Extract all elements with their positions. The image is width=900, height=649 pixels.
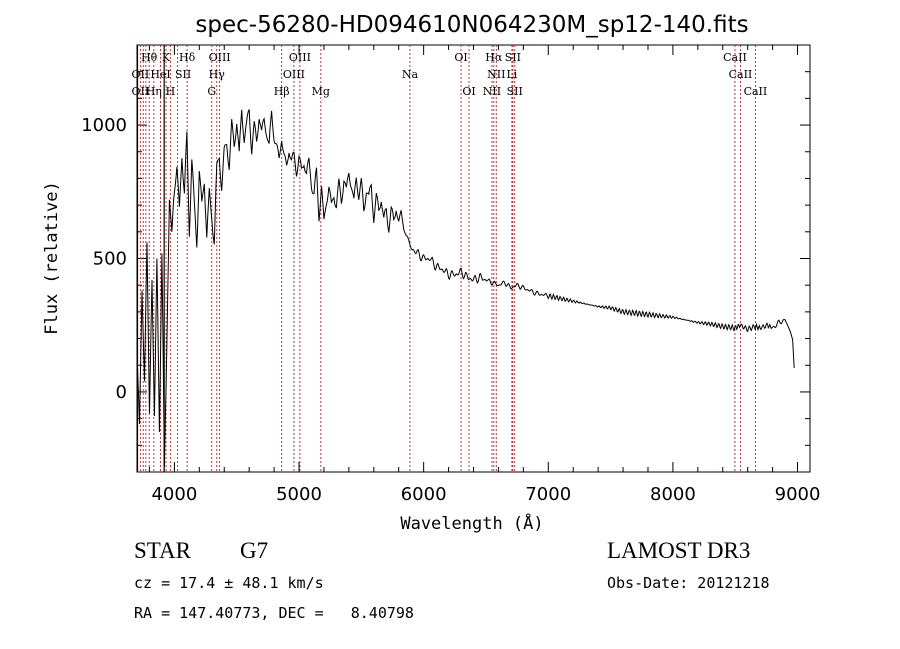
spectral-line-label: CaII xyxy=(729,68,753,81)
spectral-line-label: OII xyxy=(132,85,150,98)
spectrum-line xyxy=(136,109,795,467)
x-tick-label: 8000 xyxy=(650,484,696,505)
spectral-line-label: Hα xyxy=(485,51,503,64)
spectral-line-label: OII xyxy=(132,68,150,81)
observation-date: Obs-Date: 20121218 xyxy=(607,574,770,592)
spectral-line-label: G xyxy=(207,85,216,98)
spectral-line-label: SII xyxy=(175,68,191,81)
x-tick-label: 4000 xyxy=(151,484,197,505)
survey-name: LAMOST DR3 xyxy=(607,538,751,563)
spectral-line-label: NII xyxy=(487,68,505,81)
y-tick-label: 1000 xyxy=(81,115,127,136)
x-tick-label: 9000 xyxy=(775,484,821,505)
spectral-line-label: Hδ xyxy=(179,51,196,64)
spectral-line-label: Hθ xyxy=(141,51,158,64)
object-class: STAR xyxy=(134,538,191,563)
y-tick-label: 500 xyxy=(93,249,127,270)
spectral-line-label: OIII xyxy=(283,68,305,81)
spectral-line-label: Hη xyxy=(146,85,162,98)
spectral-line-label: Hγ xyxy=(209,68,226,81)
x-axis-label: Wavelength (Å) xyxy=(400,512,543,534)
object-subclass: G7 xyxy=(240,538,269,563)
spectral-line-label: OI xyxy=(454,51,467,64)
spectral-line-label: SII xyxy=(505,51,521,64)
spectral-line-label: OIII xyxy=(209,51,231,64)
spectral-line-label: OI xyxy=(462,85,475,98)
spectral-line-label: K xyxy=(162,51,171,64)
spectral-line-label: H xyxy=(166,85,176,98)
spectral-line-label: Hβ xyxy=(274,85,290,98)
plot-frame xyxy=(136,44,811,473)
chart-title: spec-56280-HD094610N064230M_sp12-140.fit… xyxy=(195,12,748,38)
spectral-line-label: OIII xyxy=(289,51,311,64)
spectral-line-label: Li xyxy=(506,68,517,81)
x-tick-label: 5000 xyxy=(276,484,322,505)
spectral-line-label: CaII xyxy=(744,85,768,98)
spectral-line-label: Na xyxy=(402,68,419,81)
spectral-line-label: Mg xyxy=(312,85,330,98)
spectral-line-label: SII xyxy=(507,85,523,98)
y-axis-label: Flux (relative) xyxy=(42,181,62,335)
spectral-line-label: NII xyxy=(483,85,501,98)
x-tick-label: 7000 xyxy=(525,484,571,505)
ra-dec: RA = 147.40773, DEC = 8.40798 xyxy=(134,604,414,622)
spectral-line-label: HeI xyxy=(150,68,170,81)
x-tick-label: 6000 xyxy=(401,484,447,505)
spectral-line-label: CaII xyxy=(723,51,747,64)
redshift-cz: cz = 17.4 ± 48.1 km/s xyxy=(134,574,324,592)
y-tick-label: 0 xyxy=(116,382,127,403)
